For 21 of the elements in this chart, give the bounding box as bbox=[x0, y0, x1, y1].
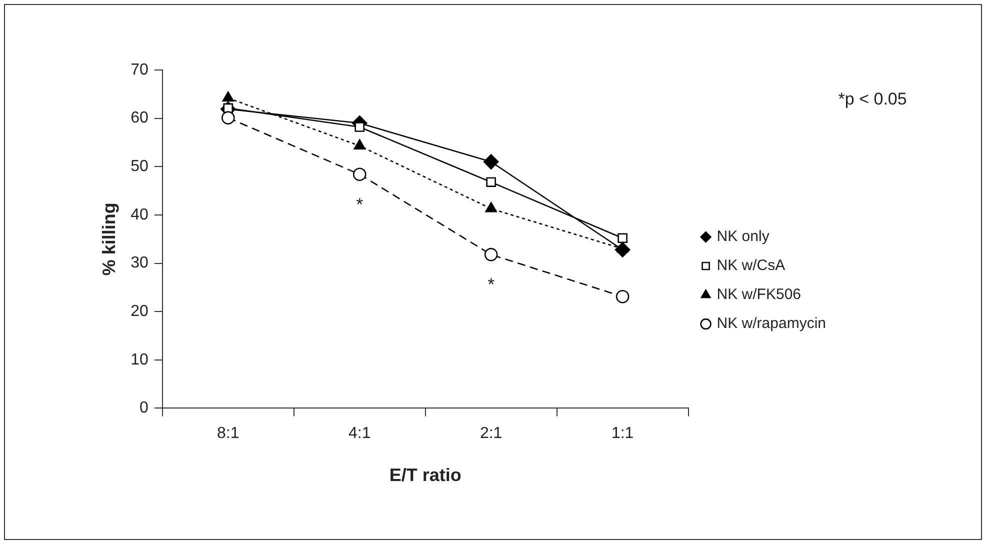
legend-label: NK w/CsA bbox=[716, 257, 786, 274]
y-tick-label: 20 bbox=[130, 302, 148, 320]
x-axis-title: E/T ratio bbox=[389, 465, 462, 486]
legend-label: NK w/rapamycin bbox=[716, 315, 826, 332]
x-tick-label: 1:1 bbox=[611, 425, 634, 442]
y-tick-label: 40 bbox=[130, 206, 148, 224]
text: *p < 0.05 bbox=[838, 90, 907, 109]
data-label: * bbox=[488, 274, 495, 295]
x-tick-label: 2:1 bbox=[480, 425, 502, 442]
legend-label: NK only bbox=[716, 228, 770, 246]
y-tick-label: 70 bbox=[130, 61, 148, 78]
y-tick-label: 30 bbox=[130, 254, 148, 272]
x-tick-label: 8:1 bbox=[217, 425, 240, 442]
data-label: * bbox=[356, 194, 364, 214]
y-tick-label: 60 bbox=[130, 110, 148, 127]
y-tick-label: 50 bbox=[130, 158, 148, 176]
legend-label: NK w/FK506 bbox=[716, 286, 802, 304]
y-tick-label: 10 bbox=[130, 351, 148, 368]
y-tick-label: 0 bbox=[139, 400, 148, 417]
y-axis-title: % killing bbox=[98, 202, 119, 276]
x-tick-label: 4:1 bbox=[348, 425, 371, 442]
